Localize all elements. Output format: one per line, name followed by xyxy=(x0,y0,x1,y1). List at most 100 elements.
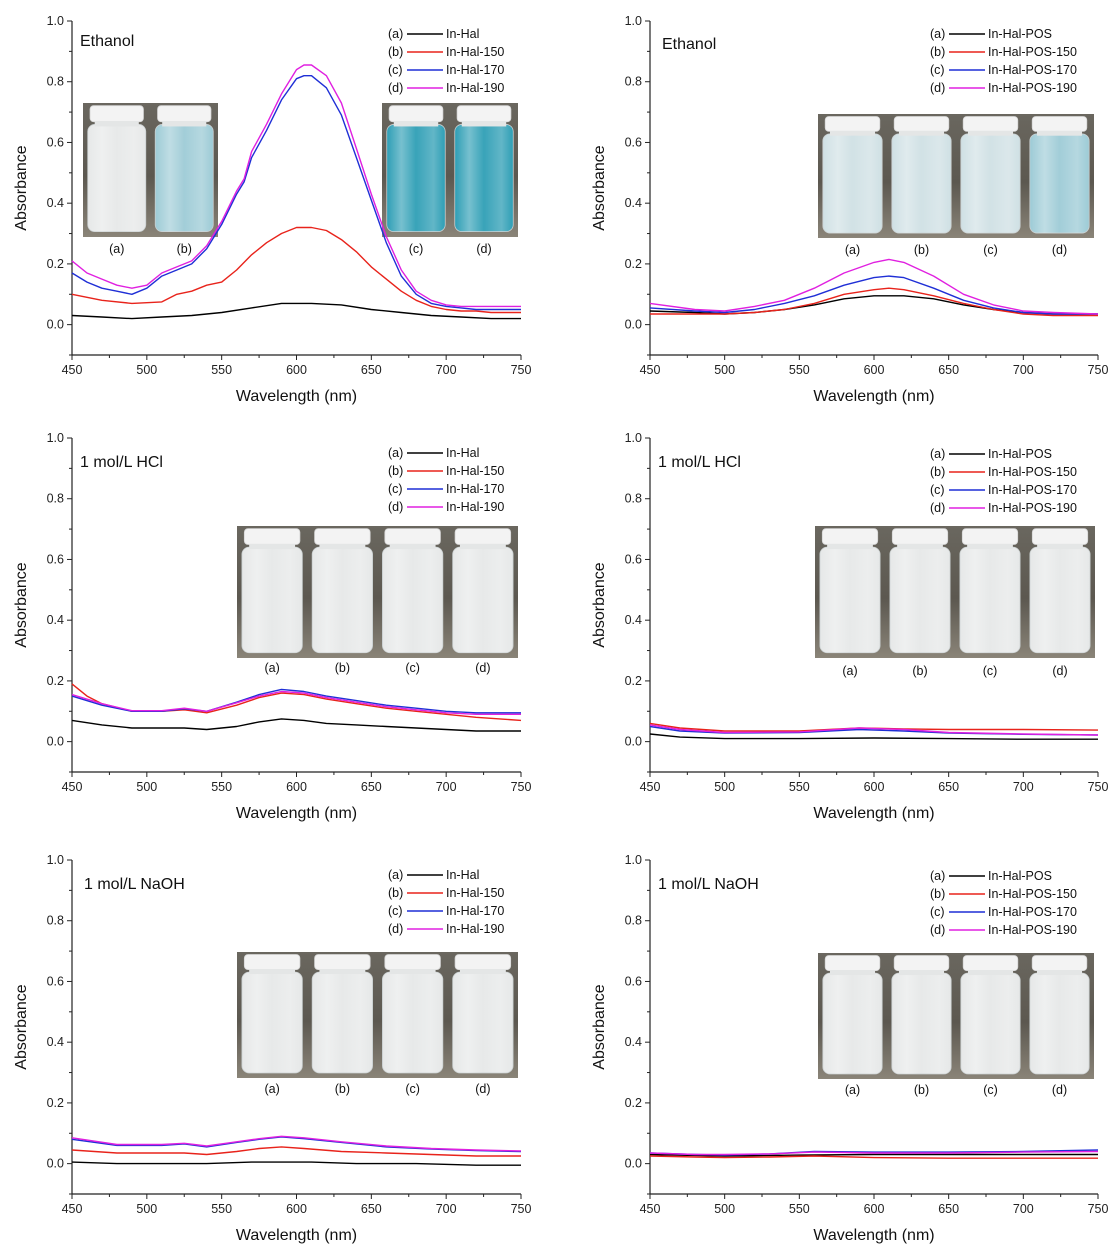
x-tick-label: 500 xyxy=(136,1202,157,1216)
legend-series-name: In-Hal xyxy=(446,868,479,882)
legend-item: (c) In-Hal-170 xyxy=(388,482,504,496)
legend-item: (a) In-Hal xyxy=(388,868,479,882)
legend-letter: (b) xyxy=(930,465,945,479)
vial-neck xyxy=(393,121,439,127)
vial-cap xyxy=(1031,955,1088,972)
vial-label: (c) xyxy=(409,242,424,256)
legend-letter: (c) xyxy=(388,904,403,918)
x-tick-label: 750 xyxy=(511,1202,532,1216)
vial-neck xyxy=(389,543,436,550)
y-tick-label: 1.0 xyxy=(625,431,642,445)
series-line-d xyxy=(649,258,1099,315)
legend-item: (b) In-Hal-150 xyxy=(388,45,504,59)
vial-cap xyxy=(1031,528,1089,545)
x-tick-label: 450 xyxy=(62,363,83,377)
vial-label: (a) xyxy=(264,661,279,675)
vial xyxy=(311,954,373,1074)
vial-neck xyxy=(898,970,945,976)
vial-cap xyxy=(456,105,512,123)
vial-photo-inset: (a) (b) (c) (d) xyxy=(237,526,518,675)
vial-cap xyxy=(384,528,441,545)
legend-item: (c) In-Hal-POS-170 xyxy=(930,483,1077,497)
vial-label: (d) xyxy=(1052,664,1067,678)
vial-label: (b) xyxy=(335,661,350,675)
y-tick-label: 0.0 xyxy=(625,735,642,749)
legend-letter: (a) xyxy=(388,27,403,41)
series-line-c xyxy=(649,275,1098,315)
x-tick-label: 700 xyxy=(436,780,457,794)
vial-neck xyxy=(967,543,1013,550)
legend: (a) In-Hal (b) In-Hal-150 (c) In-Hal-170 (d) In… xyxy=(388,27,504,95)
vial-cap xyxy=(962,116,1019,132)
vial-glass-highlight xyxy=(959,547,1021,653)
legend-letter: (c) xyxy=(930,63,945,77)
vial-cap xyxy=(384,954,441,971)
y-tick-label: 0.8 xyxy=(625,914,642,928)
legend-letter: (c) xyxy=(388,63,403,77)
y-tick-label: 0.4 xyxy=(625,196,642,210)
y-tick-label: 0.4 xyxy=(47,196,64,210)
legend-series-name: In-Hal-POS-150 xyxy=(988,887,1077,901)
vial xyxy=(891,116,952,234)
legend-series-name: In-Hal xyxy=(446,27,479,41)
x-tick-label: 600 xyxy=(286,1202,307,1216)
vial xyxy=(889,528,951,654)
chart-panel-3: 450 500 550 600 650 700 750 0.0 0.2 0.4 0.6 0.8 1.0 W… xyxy=(13,431,531,822)
vial-label: (b) xyxy=(335,1082,350,1096)
x-tick-label: 450 xyxy=(640,363,661,377)
vial-glass-highlight xyxy=(454,124,514,232)
vial xyxy=(452,528,514,654)
legend-item: (a) In-Hal-POS xyxy=(930,27,1052,41)
x-tick-label: 600 xyxy=(864,363,885,377)
vial xyxy=(960,955,1021,1075)
legend-series-name: In-Hal-170 xyxy=(446,904,504,918)
vial-glass-highlight xyxy=(960,133,1021,234)
vial xyxy=(822,116,883,234)
vial-cap xyxy=(454,528,512,545)
x-tick-label: 450 xyxy=(640,1202,661,1216)
x-axis-label: Wavelength (nm) xyxy=(236,805,357,822)
vial-label: (c) xyxy=(983,243,998,257)
vial-label: (d) xyxy=(476,242,491,256)
vial-cap xyxy=(314,528,371,545)
y-axis-label: Absorbance xyxy=(13,145,30,230)
legend-series-name: In-Hal-POS-170 xyxy=(988,63,1077,77)
legend-item: (c) In-Hal-170 xyxy=(388,63,504,77)
vial-glass-highlight xyxy=(891,133,952,234)
series-line-d xyxy=(71,1135,522,1152)
vial-photo-inset: (a) (b) (c) (d) xyxy=(237,952,518,1096)
series-line-d xyxy=(649,1150,1099,1156)
legend-letter: (c) xyxy=(930,905,945,919)
x-axis-label: Wavelength (nm) xyxy=(813,805,934,822)
x-tick-label: 750 xyxy=(511,780,532,794)
x-tick-label: 450 xyxy=(640,780,661,794)
vial-neck xyxy=(829,130,876,136)
y-tick-label: 0.8 xyxy=(47,914,64,928)
y-tick-label: 0.6 xyxy=(625,552,642,566)
vial xyxy=(454,105,514,233)
x-tick-label: 700 xyxy=(1013,363,1034,377)
series-line-a xyxy=(71,718,521,732)
vial-glass-highlight xyxy=(891,973,952,1074)
legend-series-name: In-Hal-190 xyxy=(446,500,504,514)
vial-cap xyxy=(961,528,1019,545)
vial-label: (a) xyxy=(845,1083,860,1097)
legend-letter: (d) xyxy=(930,923,945,937)
vial-label: (c) xyxy=(405,661,420,675)
vial-cap xyxy=(243,528,301,545)
legend-series-name: In-Hal-170 xyxy=(446,63,504,77)
vial xyxy=(241,528,303,654)
series-line-a xyxy=(649,733,1098,740)
vial-neck xyxy=(461,121,507,127)
legend-item: (b) In-Hal-POS-150 xyxy=(930,887,1077,901)
series-line-b xyxy=(650,287,1098,317)
vial-glass-highlight xyxy=(889,547,951,653)
y-tick-label: 0.6 xyxy=(47,135,64,149)
legend-item: (d) In-Hal-POS-190 xyxy=(930,81,1077,95)
series-line-d xyxy=(71,64,521,308)
legend-series-name: In-Hal-150 xyxy=(446,464,504,478)
y-axis-label: Absorbance xyxy=(591,984,608,1069)
vial-neck xyxy=(1037,543,1083,550)
x-axis-label: Wavelength (nm) xyxy=(813,1227,934,1244)
y-tick-label: 0.2 xyxy=(625,1096,642,1110)
